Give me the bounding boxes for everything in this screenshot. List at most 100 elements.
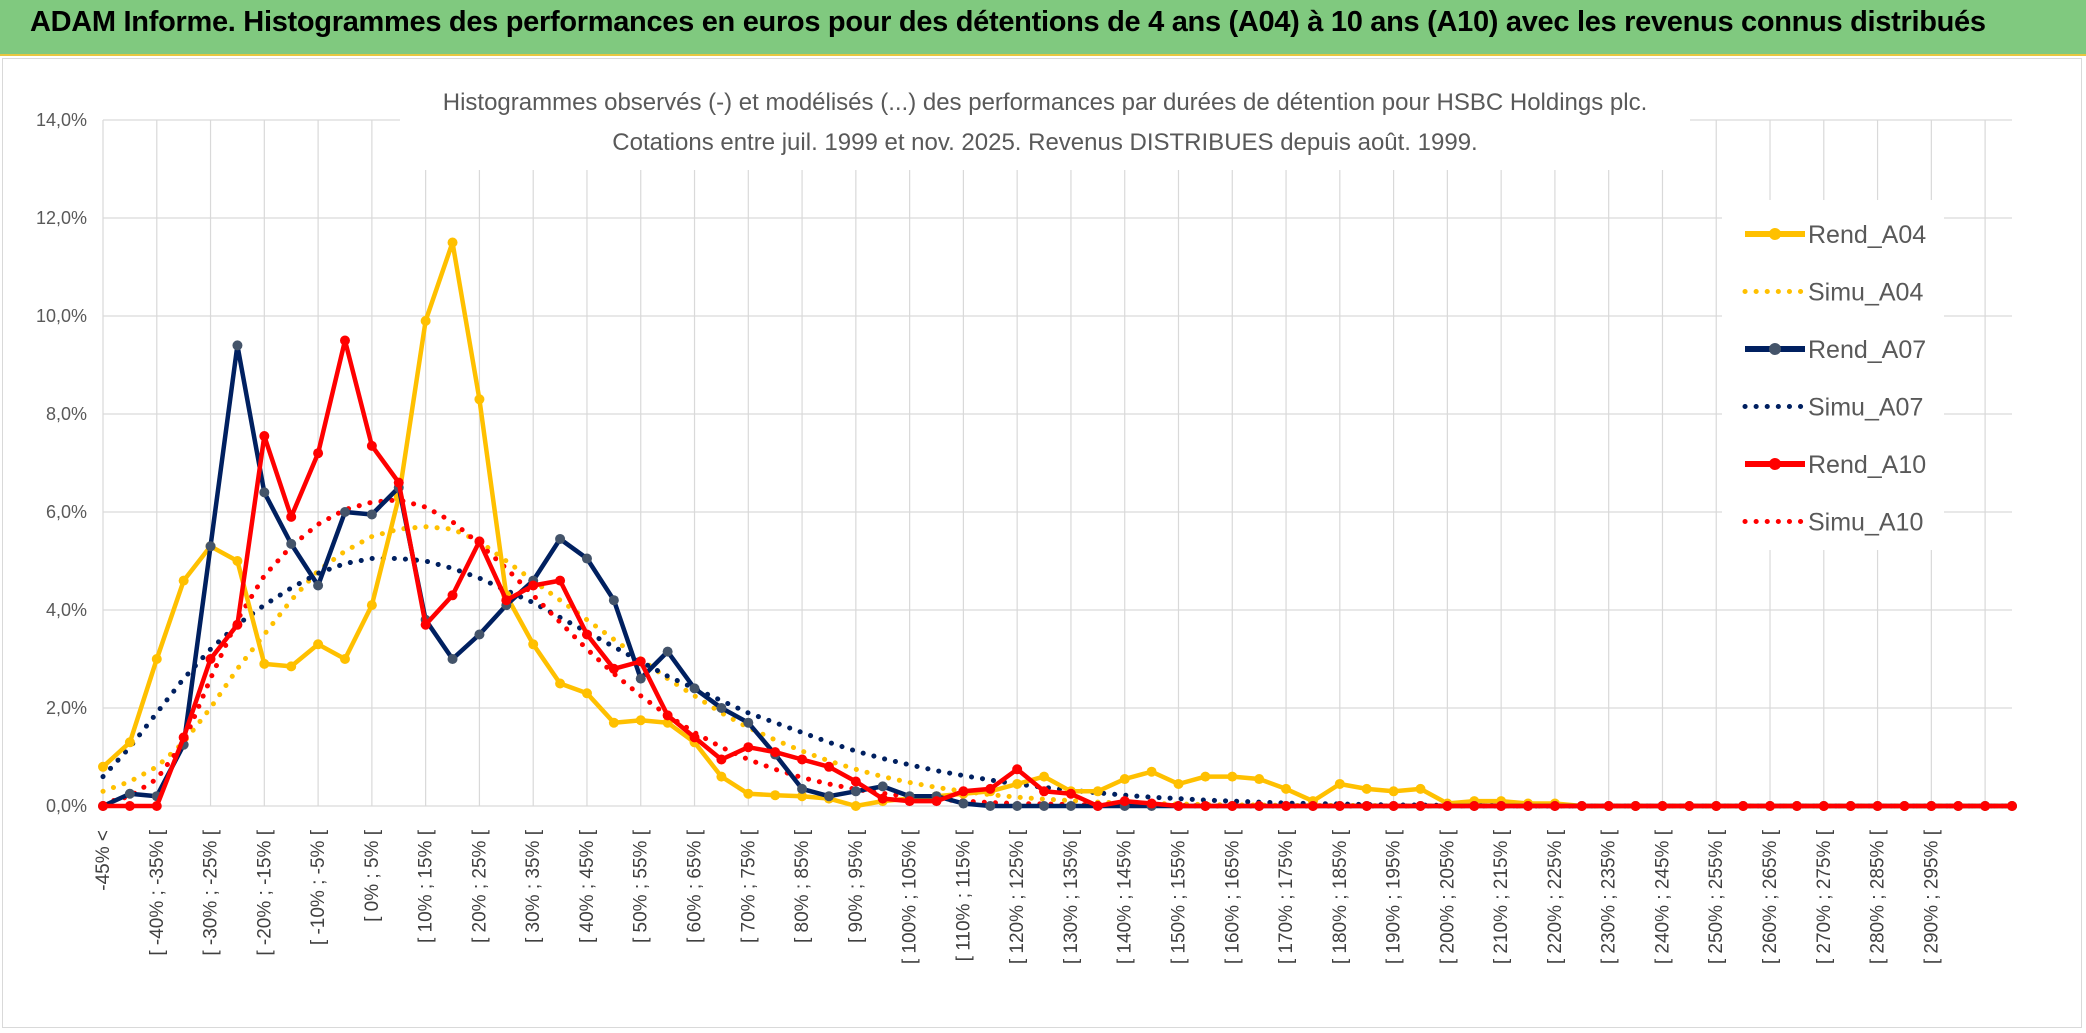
title-background bbox=[400, 75, 1690, 170]
data-point bbox=[1415, 801, 1426, 811]
data-point bbox=[1039, 786, 1050, 797]
x-tick-label: [ 10% ; 15% [ bbox=[416, 829, 437, 943]
x-tick-label: [ 70% ; 75% [ bbox=[738, 829, 759, 943]
data-point bbox=[1039, 801, 1050, 811]
data-point bbox=[286, 511, 297, 522]
legend-label: Rend_A10 bbox=[1808, 451, 1926, 479]
data-point bbox=[1254, 774, 1265, 785]
data-point bbox=[1012, 764, 1023, 775]
data-point bbox=[1307, 801, 1318, 811]
header-banner: ADAM Informe. Histogrammes des performan… bbox=[0, 0, 2086, 56]
x-tick-label: [ -10% ; -5% [ bbox=[308, 829, 329, 945]
data-point bbox=[662, 710, 673, 721]
legend-item-rend_a07: Rend_A07 bbox=[1745, 336, 1926, 364]
data-point bbox=[286, 661, 297, 672]
data-point bbox=[608, 663, 619, 674]
x-tick-label: [ 190% ; 195% [ bbox=[1384, 829, 1405, 964]
data-point bbox=[1227, 771, 1238, 782]
data-point bbox=[286, 538, 297, 549]
x-tick-label: [ 240% ; 245% [ bbox=[1652, 829, 1673, 964]
x-tick-label: [ 20% ; 25% [ bbox=[469, 829, 490, 943]
data-point bbox=[958, 798, 969, 809]
data-point bbox=[770, 790, 781, 801]
data-point bbox=[98, 761, 108, 772]
data-point bbox=[581, 688, 592, 699]
series-line bbox=[100, 524, 2015, 809]
data-point bbox=[635, 715, 646, 726]
data-point bbox=[366, 600, 377, 611]
x-tick-label: [ 120% ; 125% [ bbox=[1007, 829, 1028, 964]
data-point bbox=[985, 801, 996, 811]
data-point bbox=[1388, 786, 1399, 797]
data-point bbox=[232, 340, 243, 351]
data-point bbox=[823, 791, 834, 802]
x-tick-label: [ 140% ; 145% [ bbox=[1115, 829, 1136, 964]
x-tick-label: [ -30% ; -25% [ bbox=[201, 829, 222, 955]
legend-marker bbox=[1769, 458, 1781, 470]
data-point bbox=[1818, 801, 1829, 811]
data-point bbox=[1630, 801, 1641, 811]
data-point bbox=[1012, 778, 1023, 789]
data-point bbox=[1361, 801, 1372, 811]
legend: Rend_A04 Simu_A04 Rend_A07 Simu_A07 Rend_A10… bbox=[1742, 221, 1926, 537]
data-point bbox=[1872, 801, 1883, 811]
data-point bbox=[98, 801, 108, 811]
data-point bbox=[1092, 801, 1103, 811]
chart-frame bbox=[2, 58, 2082, 1028]
data-point bbox=[1388, 801, 1399, 811]
data-point bbox=[1442, 801, 1453, 811]
data-point bbox=[608, 595, 619, 606]
data-point bbox=[1523, 801, 1534, 811]
x-tick-label: [ -20% ; -15% [ bbox=[254, 829, 275, 955]
data-point bbox=[555, 575, 566, 586]
data-point bbox=[1657, 801, 1668, 811]
data-point bbox=[232, 556, 243, 566]
data-point bbox=[151, 654, 162, 664]
x-tick-label: [ 0% ; 5% [ bbox=[362, 829, 383, 922]
x-tick-label: [ -40% ; -35% [ bbox=[147, 829, 168, 955]
data-point bbox=[1200, 801, 1211, 811]
data-point bbox=[1119, 774, 1130, 785]
data-point bbox=[770, 747, 781, 758]
y-tick-label: 6,0% bbox=[46, 502, 87, 522]
data-point bbox=[1549, 801, 1560, 811]
data-point bbox=[743, 788, 754, 799]
page-title: ADAM Informe. Histogrammes des performan… bbox=[30, 6, 1986, 38]
data-point bbox=[528, 639, 539, 650]
data-point bbox=[743, 717, 754, 728]
data-point bbox=[797, 783, 808, 794]
y-tick-label: 14,0% bbox=[36, 110, 87, 130]
data-point bbox=[313, 639, 324, 650]
series-rend_a10 bbox=[98, 335, 2017, 811]
data-point bbox=[366, 440, 377, 451]
data-point bbox=[259, 431, 270, 442]
data-point bbox=[178, 732, 189, 743]
data-point bbox=[205, 654, 216, 664]
legend-item-simu_a07: Simu_A07 bbox=[1742, 394, 1923, 422]
data-point bbox=[1281, 783, 1292, 794]
data-point bbox=[1173, 778, 1184, 789]
data-point bbox=[581, 629, 592, 640]
x-tick-label: [ 170% ; 175% [ bbox=[1276, 829, 1297, 964]
data-point bbox=[850, 786, 861, 797]
data-point bbox=[151, 801, 162, 811]
data-point bbox=[420, 315, 431, 326]
data-point bbox=[1496, 801, 1507, 811]
x-tick-label: [ 90% ; 95% [ bbox=[846, 829, 867, 943]
data-point bbox=[1146, 798, 1157, 809]
chart-subtitle: Cotations entre juil. 1999 et nov. 2025.… bbox=[612, 129, 1477, 156]
x-tick-label: [ 30% ; 35% [ bbox=[523, 829, 544, 943]
data-point bbox=[2007, 801, 2017, 811]
legend-label: Rend_A04 bbox=[1808, 221, 1926, 249]
data-point bbox=[447, 590, 458, 601]
legend-label: Simu_A07 bbox=[1808, 394, 1923, 422]
x-tick-label: [ 110% ; 115% [ bbox=[953, 829, 974, 961]
data-point bbox=[877, 793, 888, 804]
series-simu_a04 bbox=[100, 524, 2015, 809]
data-point bbox=[474, 629, 485, 640]
x-tick-label: [ 50% ; 55% [ bbox=[631, 829, 652, 943]
legend-label: Rend_A07 bbox=[1808, 336, 1926, 364]
y-tick-label: 12,0% bbox=[36, 208, 87, 228]
data-point bbox=[124, 737, 135, 748]
